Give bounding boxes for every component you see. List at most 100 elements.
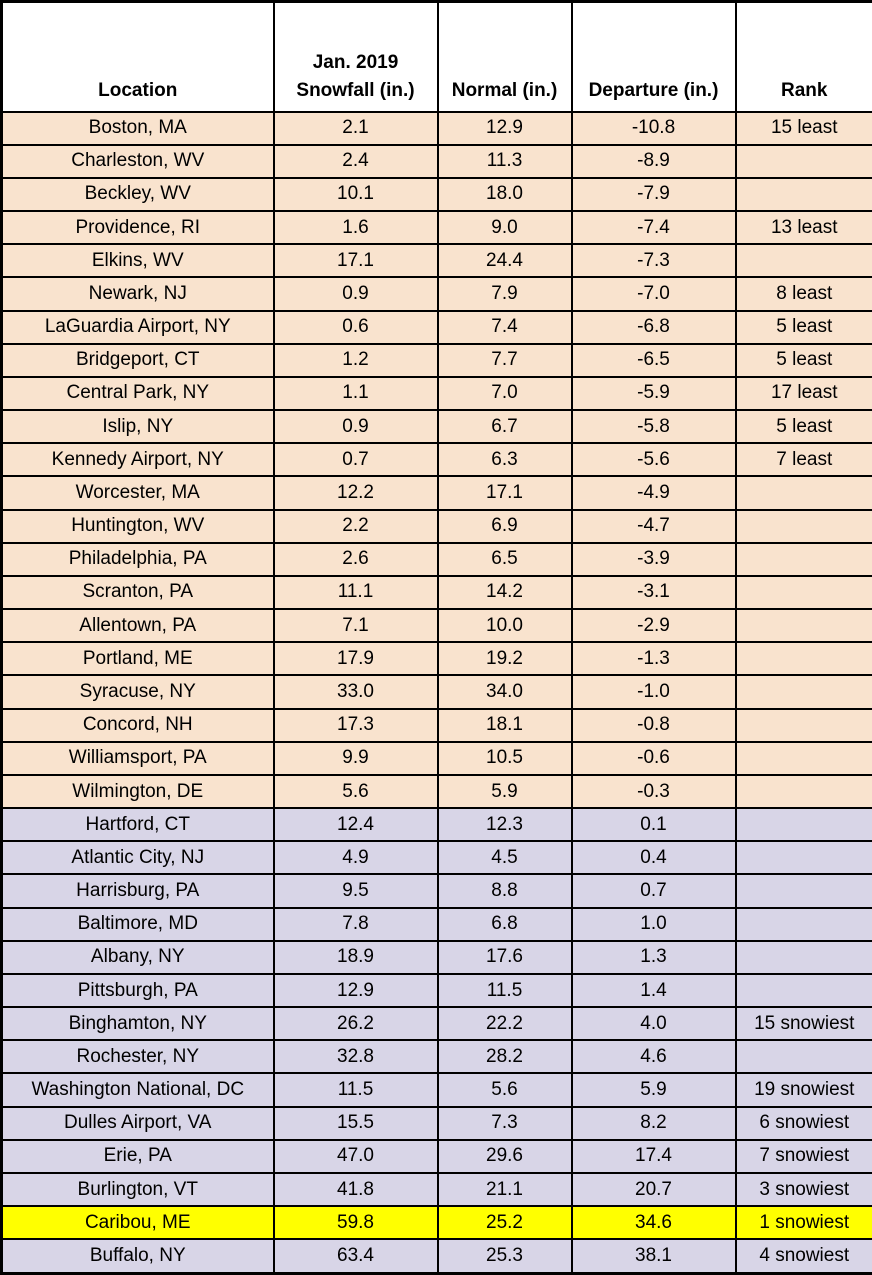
cell-normal: 8.8	[436, 873, 573, 909]
cell-departure: 1.0	[570, 906, 737, 942]
table-row: Portland, ME 17.9 19.2 -1.3	[0, 641, 872, 677]
cell-location: LaGuardia Airport, NY	[0, 309, 275, 345]
cell-location: Buffalo, NY	[0, 1238, 275, 1275]
cell-snowfall: 63.4	[272, 1238, 439, 1275]
cell-rank	[734, 840, 872, 876]
cell-rank	[734, 807, 872, 843]
cell-location: Central Park, NY	[0, 375, 275, 412]
table-row: LaGuardia Airport, NY 0.6 7.4 -6.8 5 least	[0, 309, 872, 345]
cell-normal: 24.4	[436, 243, 573, 279]
cell-normal: 17.6	[436, 939, 573, 975]
cell-location: Elkins, WV	[0, 243, 275, 279]
col-header-departure: Departure (in.)	[570, 0, 737, 113]
cell-location: Baltimore, MD	[0, 906, 275, 942]
table-row: Burlington, VT 41.8 21.1 20.7 3 snowiest	[0, 1171, 872, 1208]
cell-location: Islip, NY	[0, 409, 275, 445]
cell-snowfall: 47.0	[272, 1138, 439, 1175]
cell-normal: 6.5	[436, 541, 573, 577]
cell-snowfall: 33.0	[272, 674, 439, 710]
cell-normal: 5.6	[436, 1072, 573, 1108]
cell-normal: 19.2	[436, 641, 573, 677]
cell-location: Rochester, NY	[0, 1039, 275, 1075]
cell-snowfall: 1.6	[272, 210, 439, 246]
cell-departure: 20.7	[570, 1171, 737, 1208]
cell-normal: 12.3	[436, 807, 573, 843]
cell-snowfall: 2.1	[272, 110, 439, 146]
cell-location: Williamsport, PA	[0, 740, 275, 776]
cell-rank: 15 snowiest	[734, 1006, 872, 1042]
cell-snowfall: 2.2	[272, 508, 439, 544]
cell-rank	[734, 641, 872, 677]
cell-location: Huntington, WV	[0, 508, 275, 544]
cell-normal: 34.0	[436, 674, 573, 710]
cell-snowfall: 18.9	[272, 939, 439, 975]
cell-snowfall: 2.4	[272, 143, 439, 179]
cell-location: Washington National, DC	[0, 1072, 275, 1108]
col-header-snowfall: Jan. 2019 Snowfall (in.)	[272, 0, 439, 113]
cell-normal: 6.9	[436, 508, 573, 544]
cell-rank: 5 least	[734, 309, 872, 345]
cell-departure: 17.4	[570, 1138, 737, 1175]
cell-normal: 22.2	[436, 1006, 573, 1042]
cell-snowfall: 41.8	[272, 1171, 439, 1208]
snowfall-table-body: Boston, MA 2.1 12.9 -10.8 15 least Charleston…	[0, 110, 872, 1275]
col-header-rank: Rank	[734, 0, 872, 113]
cell-rank	[734, 873, 872, 909]
cell-rank	[734, 707, 872, 743]
cell-normal: 12.9	[436, 110, 573, 146]
cell-departure: 1.3	[570, 939, 737, 975]
cell-rank	[734, 972, 872, 1009]
table-row: Boston, MA 2.1 12.9 -10.8 15 least	[0, 110, 872, 146]
table-row: Beckley, WV 10.1 18.0 -7.9	[0, 176, 872, 213]
cell-rank	[734, 740, 872, 776]
cell-snowfall: 4.9	[272, 840, 439, 876]
cell-rank: 7 snowiest	[734, 1138, 872, 1175]
table-row: Philadelphia, PA 2.6 6.5 -3.9	[0, 541, 872, 577]
cell-departure: -0.3	[570, 773, 737, 810]
cell-location: Syracuse, NY	[0, 674, 275, 710]
cell-departure: 1.4	[570, 972, 737, 1009]
cell-departure: 0.4	[570, 840, 737, 876]
cell-rank	[734, 773, 872, 810]
cell-normal: 25.2	[436, 1205, 573, 1241]
cell-departure: -7.9	[570, 176, 737, 213]
cell-departure: -3.9	[570, 541, 737, 577]
cell-location: Albany, NY	[0, 939, 275, 975]
cell-normal: 7.3	[436, 1105, 573, 1141]
cell-location: Binghamton, NY	[0, 1006, 275, 1042]
cell-location: Scranton, PA	[0, 574, 275, 611]
table-row: Worcester, MA 12.2 17.1 -4.9	[0, 475, 872, 511]
cell-snowfall: 26.2	[272, 1006, 439, 1042]
cell-location: Philadelphia, PA	[0, 541, 275, 577]
cell-location: Dulles Airport, VA	[0, 1105, 275, 1141]
cell-departure: -6.5	[570, 342, 737, 378]
table-row: Erie, PA 47.0 29.6 17.4 7 snowiest	[0, 1138, 872, 1175]
cell-departure: -5.9	[570, 375, 737, 412]
cell-location: Pittsburgh, PA	[0, 972, 275, 1009]
cell-normal: 17.1	[436, 475, 573, 511]
table-row: Dulles Airport, VA 15.5 7.3 8.2 6 snowiest	[0, 1105, 872, 1141]
cell-snowfall: 17.1	[272, 243, 439, 279]
cell-snowfall: 9.5	[272, 873, 439, 909]
cell-departure: 4.6	[570, 1039, 737, 1075]
cell-normal: 18.0	[436, 176, 573, 213]
table-row: Scranton, PA 11.1 14.2 -3.1	[0, 574, 872, 611]
cell-location: Kennedy Airport, NY	[0, 442, 275, 478]
cell-snowfall: 9.9	[272, 740, 439, 776]
table-row: Newark, NJ 0.9 7.9 -7.0 8 least	[0, 276, 872, 312]
cell-rank	[734, 176, 872, 213]
cell-snowfall: 12.2	[272, 475, 439, 511]
cell-snowfall: 17.3	[272, 707, 439, 743]
cell-normal: 10.0	[436, 608, 573, 644]
cell-rank	[734, 939, 872, 975]
cell-departure: -5.6	[570, 442, 737, 478]
cell-location: Portland, ME	[0, 641, 275, 677]
cell-normal: 11.3	[436, 143, 573, 179]
cell-location: Charleston, WV	[0, 143, 275, 179]
col-header-snowfall-line2: Snowfall (in.)	[296, 80, 415, 101]
cell-location: Atlantic City, NJ	[0, 840, 275, 876]
cell-snowfall: 12.9	[272, 972, 439, 1009]
table-row: Caribou, ME 59.8 25.2 34.6 1 snowiest	[0, 1205, 872, 1241]
cell-rank	[734, 541, 872, 577]
cell-normal: 7.7	[436, 342, 573, 378]
